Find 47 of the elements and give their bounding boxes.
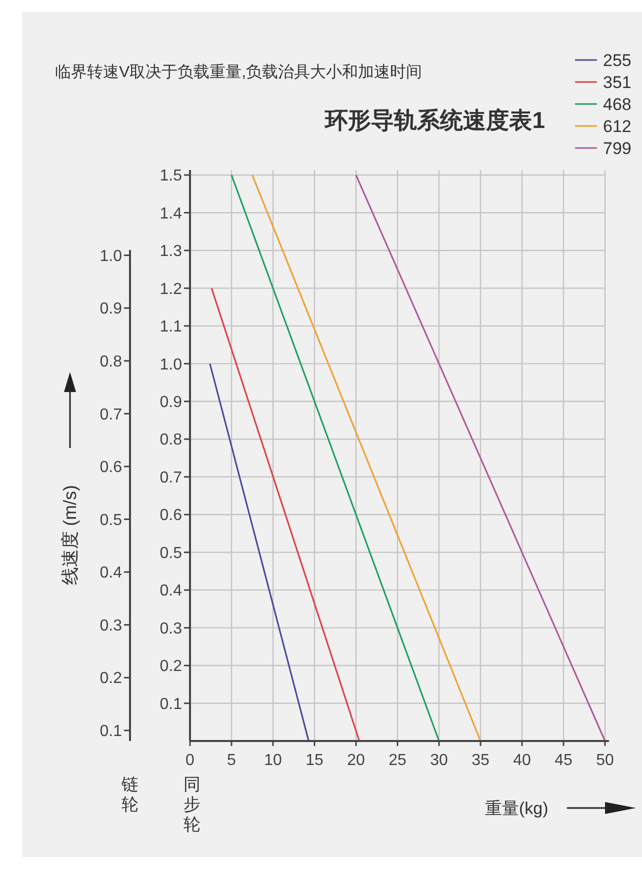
x-tick-label: 50 [596,752,614,769]
legend-label: 255 [603,51,632,70]
y-tick-label: 0.7 [100,406,122,424]
y2-tick-label: 0.7 [160,469,182,486]
x-tick-label: 10 [264,752,282,769]
y2-tick-label: 1.4 [160,205,182,222]
x-axis-title: 重量(kg) [485,799,548,818]
chart-title: 环形导轨系统速度表1 [324,107,546,133]
y-tick-label: 0.9 [100,300,122,318]
y2-tick-label: 0.4 [160,582,182,600]
y2-tick-label: 1.5 [160,168,182,185]
x-tick-label: 25 [388,752,406,769]
x-tick-label: 35 [472,752,490,769]
text: 链轮 [120,775,138,814]
y-tick-label: 1.0 [100,248,122,265]
x-tick-label: 15 [306,752,324,769]
x-tick-label: 45 [554,752,572,769]
chart-subtitle: 临界转速V取决于负载重量,负载治具大小和加速时间 [55,63,422,81]
x-tick-label: 30 [430,752,448,769]
legend-label: 612 [603,117,632,136]
y2-tick-label: 0.5 [160,544,182,562]
x-tick-label: 0 [186,752,195,769]
y2-tick-label: 0.1 [160,696,182,713]
x-tick-label: 5 [227,752,236,769]
y2-tick-label: 0.8 [160,432,182,449]
y2-tick-label: 0.3 [160,620,182,638]
y-tick-label: 0.8 [100,353,122,370]
legend-label: 351 [603,73,632,92]
text: 同步轮 [184,775,200,834]
y-tick-label: 0.3 [100,617,122,634]
y-tick-label: 0.5 [100,512,122,529]
y2-tick-label: 1.0 [160,356,182,374]
legend-label: 468 [603,95,632,114]
y-tick-label: 0.2 [100,670,122,688]
y-tick-label: 0.1 [100,723,122,740]
x-tick-label: 20 [347,752,365,769]
y2-tick-label: 1.1 [160,318,182,336]
x-tick-label: 40 [513,752,531,769]
y-axis-title: 线速度 (m/s) [60,485,80,585]
y2-tick-label: 1.2 [160,280,182,298]
y2-tick-label: 0.9 [160,394,182,411]
legend-label: 799 [603,139,632,158]
y2-tick-label: 0.2 [160,658,182,676]
y-tick-label: 0.4 [100,564,122,582]
y2-tick-label: 0.6 [160,507,182,524]
y2-tick-label: 1.3 [160,243,182,260]
y-tick-label: 0.6 [100,459,122,476]
